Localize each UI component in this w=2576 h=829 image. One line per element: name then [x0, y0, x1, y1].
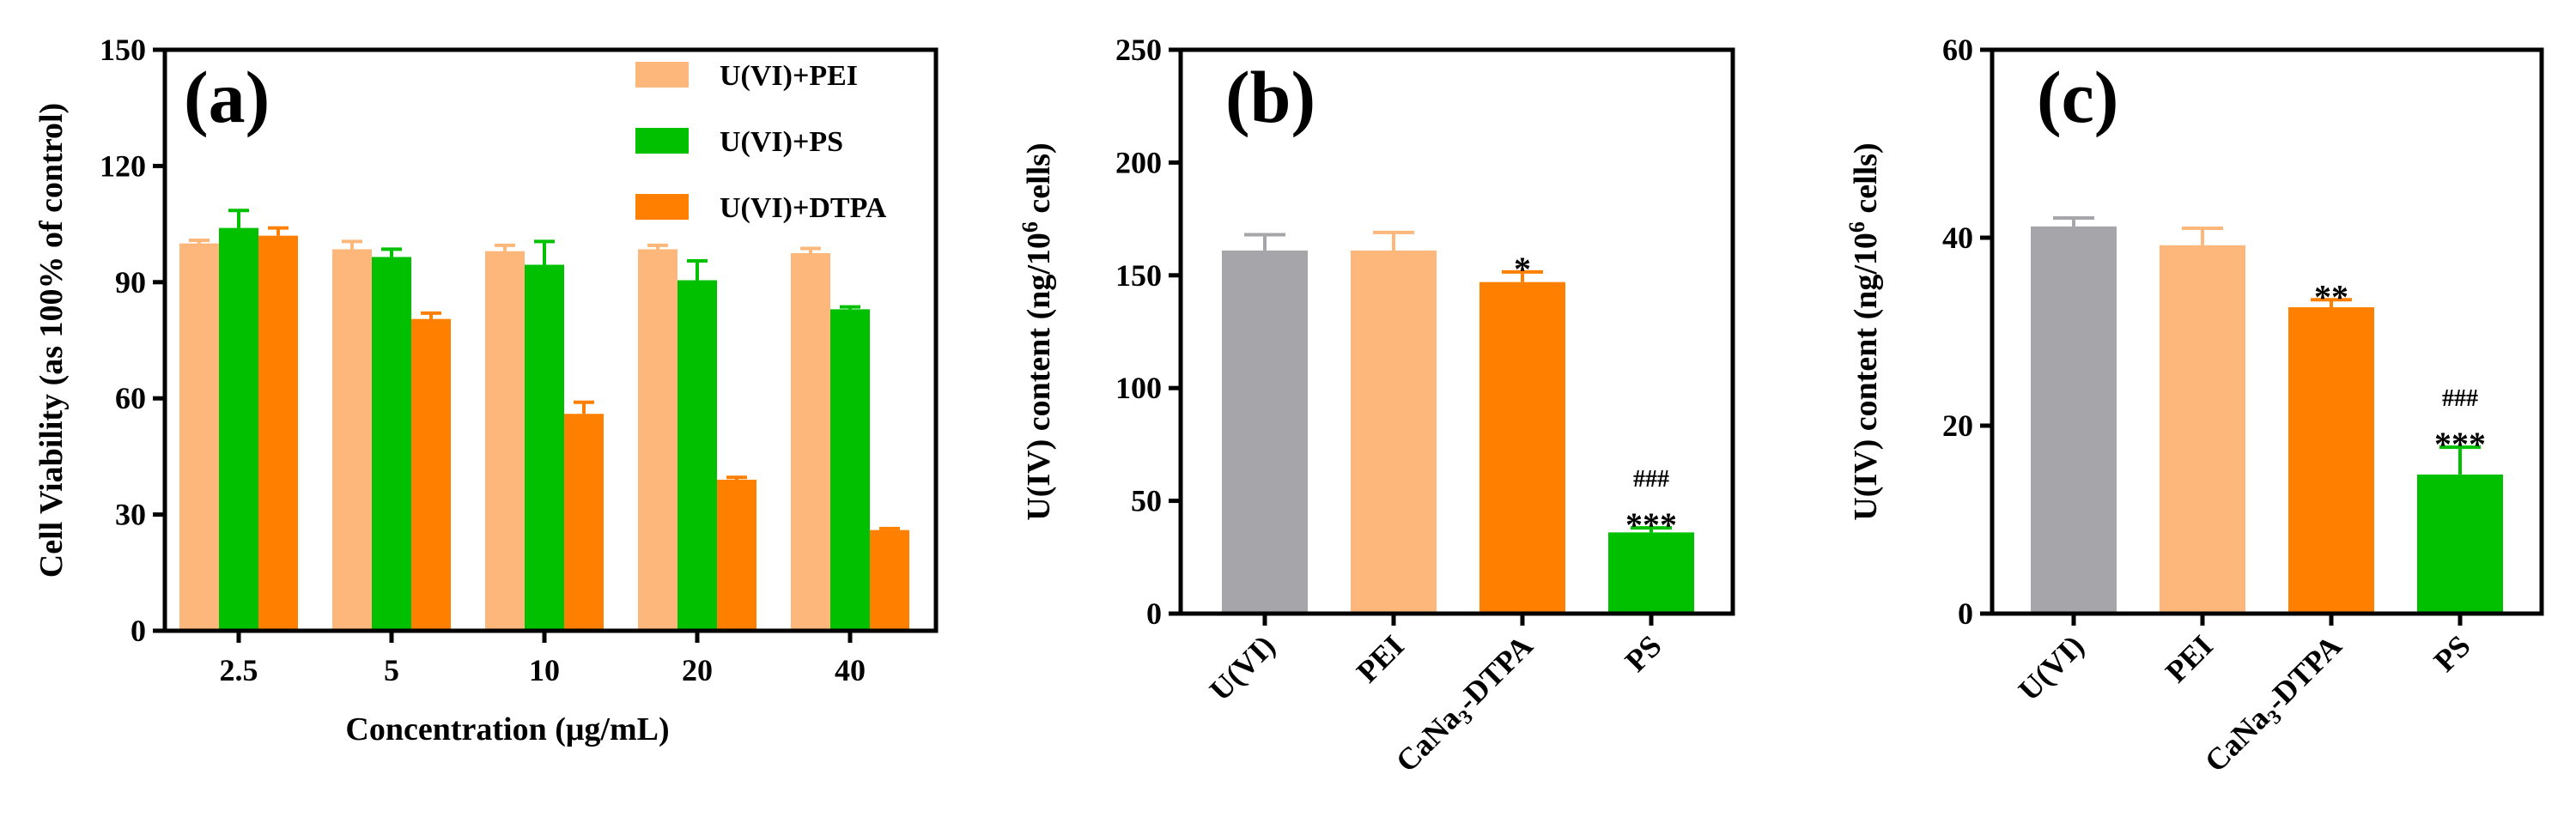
significance-hash: ### [2442, 385, 2478, 412]
significance-stars: * [1514, 250, 1531, 288]
bar-U(VI)+PS-20 [677, 280, 717, 631]
y-tick-label: 90 [115, 265, 146, 300]
bar-3 [2417, 474, 2503, 614]
bar-U(VI)+DTPA-10 [564, 414, 604, 631]
panel-label: (c) [2037, 56, 2118, 138]
y-axis-title-superscript: 6 [1018, 221, 1042, 233]
y-tick-label: 0 [131, 614, 146, 648]
significance-stars: *** [2434, 425, 2486, 463]
y-axis-title: Cell Viability (as 100% of control) [33, 103, 70, 578]
panel-label: (b) [1225, 56, 1315, 138]
legend-label: U(VI)+PS [720, 126, 843, 158]
significance-stars: *** [1625, 505, 1677, 544]
y-tick-label: 60 [1942, 33, 1973, 67]
bar-1 [1351, 250, 1437, 614]
bar-U(VI)+PS-5 [372, 257, 411, 631]
bar-U(VI)+PEI-40 [791, 252, 830, 631]
bar-U(VI)+PEI-20 [638, 249, 677, 631]
bar-3 [1608, 532, 1694, 614]
bar-U(VI)+DTPA-20 [717, 479, 756, 631]
y-axis-title-text: U(IV) content (ng/10 [1848, 233, 1884, 521]
panel-label: (a) [184, 56, 270, 138]
y-tick-label: 150 [100, 33, 146, 67]
x-tick-label: 20 [682, 653, 713, 687]
bar-U(VI)+PS-40 [830, 309, 870, 631]
y-tick-label: 20 [1942, 408, 1973, 443]
bar-U(VI)+PEI-2.5 [179, 243, 219, 631]
significance-hash: ### [1633, 466, 1669, 493]
legend-label: U(VI)+DTPA [720, 192, 887, 224]
y-axis-title-text: cells) [1848, 142, 1884, 221]
y-axis-title-superscript: 6 [1844, 221, 1869, 233]
y-tick-label: 50 [1131, 484, 1162, 518]
y-axis-title-text: cells) [1021, 142, 1057, 221]
y-tick-label: 40 [1942, 221, 1973, 255]
legend-swatch [635, 62, 689, 88]
bar-2 [2288, 307, 2374, 614]
x-axis-title: Concentration (μg/mL) [345, 711, 669, 747]
y-axis-title: U(IV) content (ng/106 cells) [1844, 142, 1884, 520]
y-tick-label: 0 [1146, 596, 1162, 631]
y-axis-title: U(IV) content (ng/106 cells) [1018, 142, 1057, 520]
panel-a: 2.5 5 10 20 40 0 30 60 90 120 150 U(VI)+PEI U(VI)+PS… [33, 33, 939, 747]
bar-2 [1479, 281, 1565, 614]
bar-U(VI)+PEI-5 [332, 249, 372, 631]
y-tick-label: 200 [1115, 145, 1162, 179]
bar-U(VI)+PS-10 [525, 264, 564, 631]
bar-0 [2031, 226, 2117, 614]
bar-U(VI)+DTPA-2.5 [258, 235, 298, 631]
x-tick-label: 5 [384, 653, 399, 687]
y-tick-label: 60 [115, 381, 146, 415]
bar-0 [1222, 250, 1308, 614]
legend-label: U(VI)+PEI [720, 60, 858, 92]
bar-U(VI)+DTPA-5 [411, 318, 451, 631]
y-tick-label: 120 [100, 148, 146, 183]
x-tick-label: 2.5 [220, 653, 258, 687]
significance-stars: ** [2314, 277, 2348, 316]
legend-swatch [635, 128, 689, 154]
bar-U(VI)+PEI-10 [485, 251, 525, 631]
y-axis-title-text: U(IV) content (ng/10 [1021, 233, 1057, 521]
x-tick-label: 10 [529, 653, 560, 687]
bar-U(VI)+DTPA-40 [870, 529, 909, 631]
bar-U(VI)+PS-2.5 [219, 227, 258, 631]
y-tick-label: 150 [1115, 258, 1162, 293]
legend-swatch [635, 194, 689, 220]
y-tick-label: 250 [1115, 33, 1162, 67]
y-tick-label: 100 [1115, 371, 1162, 405]
bar-1 [2160, 245, 2245, 614]
x-tick-label: 40 [835, 653, 866, 687]
y-tick-label: 0 [1958, 596, 1973, 631]
y-tick-label: 30 [115, 498, 146, 532]
